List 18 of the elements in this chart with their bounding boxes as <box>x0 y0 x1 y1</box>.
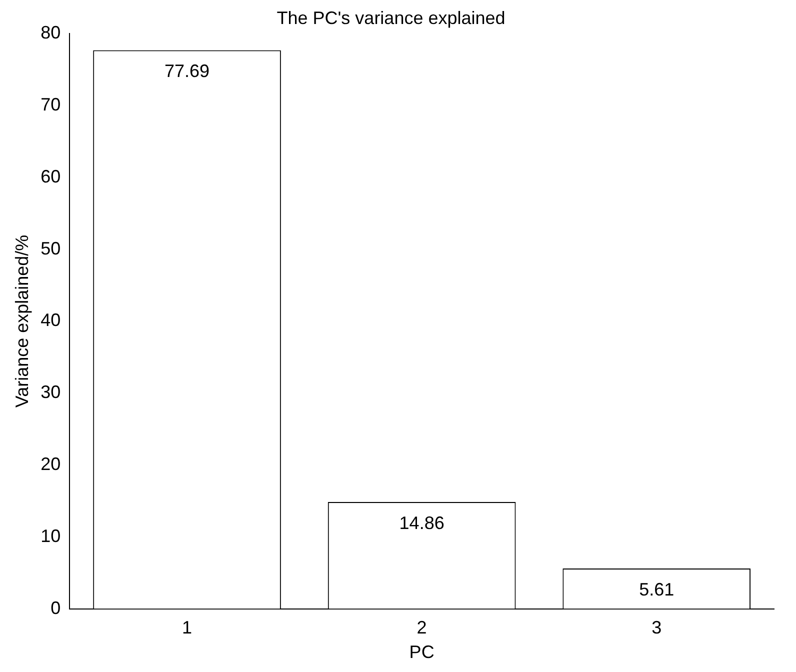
x-tick-label: 2 <box>416 618 427 638</box>
y-tick-label: 0 <box>50 598 61 618</box>
y-tick-label: 40 <box>40 310 61 330</box>
y-axis-title: Variance explained/% <box>12 234 32 408</box>
y-tick-label: 50 <box>40 238 61 258</box>
y-tick-label: 20 <box>40 454 61 474</box>
y-tick-label: 80 <box>40 22 61 43</box>
data-label: 14.86 <box>399 512 444 533</box>
y-tick-label: 10 <box>40 526 61 546</box>
y-tick-label: 70 <box>40 94 61 114</box>
data-label: 5.61 <box>639 579 674 600</box>
x-tick-label: 3 <box>652 618 662 638</box>
y-tick-label: 30 <box>40 382 61 402</box>
x-tick-label: 1 <box>182 618 192 638</box>
x-axis-title: PC <box>409 642 434 662</box>
data-label: 77.69 <box>164 61 210 82</box>
y-tick-label: 60 <box>40 166 61 186</box>
chart-title: The PC's variance explained <box>276 8 506 28</box>
